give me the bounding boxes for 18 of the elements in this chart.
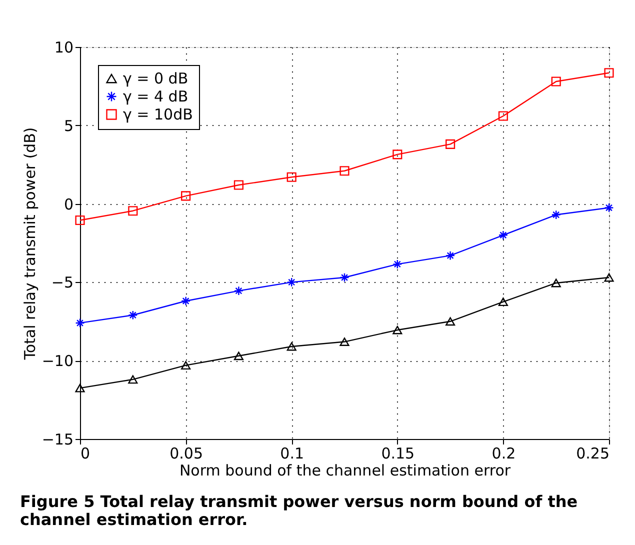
caption: Figure 5 Total relay transmit power versus norm bound of the channel estimation error. — [20, 492, 578, 529]
x-axis-title: Norm bound of the channel estimation error — [179, 462, 512, 480]
y-tick-label: −15 — [42, 430, 74, 448]
y-axis-title: Total relay transmit power (dB) — [20, 127, 39, 361]
x-tick-label: 0.1 — [280, 444, 304, 462]
x-tick-label: 0.25 — [576, 444, 610, 462]
x-tick-label: 0 — [80, 444, 90, 462]
y-tick-label: 5 — [64, 116, 74, 135]
x-tick-label: 0.05 — [170, 444, 204, 462]
legend-label: γ = 0 dB — [123, 70, 188, 88]
x-tick-label: 0.2 — [492, 444, 516, 462]
x-tick-label: 0.15 — [381, 444, 415, 462]
y-tick-label: −5 — [51, 274, 74, 292]
y-tick-label: 0 — [64, 195, 74, 214]
y-tick-label: −10 — [42, 352, 74, 370]
y-tick-label: 10 — [54, 38, 74, 56]
legend-label: γ = 4 dB — [123, 88, 188, 106]
legend-label: γ = 10dB — [123, 106, 193, 124]
